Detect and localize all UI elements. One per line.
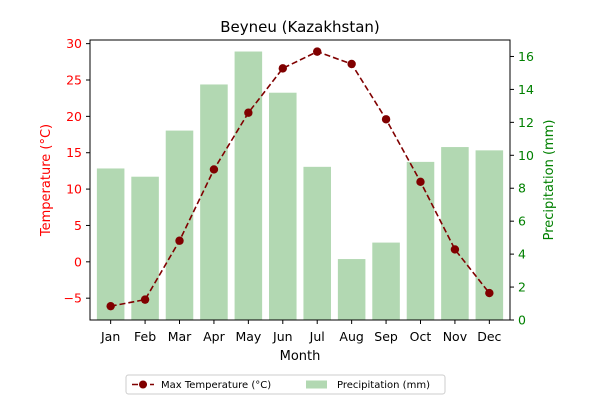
legend-line-marker (139, 380, 147, 389)
plot-frame (89, 39, 511, 321)
precip-bar-mar (165, 130, 194, 320)
y-axis-left-label: Temperature (°C) (39, 124, 54, 237)
temp-point-dec (485, 288, 494, 298)
right-tick-label: 14 (518, 82, 534, 97)
left-tick-label: 15 (66, 145, 82, 160)
left-axis: −5 0 5 10 15 20 25 30 (64, 36, 90, 306)
x-tick-label-feb: Feb (134, 329, 156, 344)
temp-point-sep (381, 115, 391, 124)
legend-box (125, 374, 446, 395)
right-tick-label: 12 (518, 115, 534, 130)
precip-bar-jul (303, 166, 331, 320)
temp-point-aug (347, 59, 356, 69)
x-tick-label-may: May (235, 329, 261, 344)
temp-point-nov (450, 245, 460, 254)
left-tick-label: 20 (66, 109, 82, 124)
temperature-line (106, 47, 494, 311)
x-tick-label-jan: Jan (100, 329, 120, 344)
right-tick-label: 4 (518, 247, 526, 262)
legend-label-temperature: Max Temperature (°C) (161, 380, 271, 391)
right-tick-label: 0 (518, 313, 526, 328)
x-tick-label-nov: Nov (443, 329, 468, 344)
right-tick-label: 2 (518, 280, 526, 295)
right-tick-label: 16 (518, 49, 534, 64)
precip-bar-apr (200, 84, 228, 321)
precip-bar-sep (372, 242, 400, 320)
precip-bar-may (234, 51, 263, 320)
precip-bar-oct (406, 161, 435, 320)
temp-point-feb (140, 295, 150, 304)
right-tick-label: 6 (518, 214, 526, 229)
temp-point-jan (106, 301, 115, 311)
right-tick-label: 8 (518, 181, 526, 196)
left-tick-label: −5 (64, 291, 82, 306)
precip-bar-jun (269, 92, 297, 321)
temp-point-apr (209, 165, 219, 174)
chart-title: Beyneu (Kazakhstan) (220, 18, 380, 36)
y-axis-right-label: Precipitation (mm) (542, 120, 557, 241)
right-tick-label: 10 (518, 148, 534, 163)
x-axis: Jan Feb Mar Apr May Jun Jul Aug Sep Oct Nov Dec (100, 320, 502, 344)
temp-point-oct (416, 177, 425, 187)
temp-point-jun (278, 64, 287, 73)
temperature-series-line (110, 50, 490, 307)
temp-point-jul (313, 47, 322, 56)
x-tick-label-mar: Mar (168, 329, 192, 344)
x-axis-label: Month (280, 349, 321, 364)
x-tick-label-aug: Aug (339, 329, 363, 344)
legend: Max Temperature (°C) Precipitation (mm) (125, 374, 446, 395)
x-tick-label-jul: Jul (309, 329, 325, 344)
precip-bar-nov (441, 147, 469, 320)
left-tick-label: 25 (66, 73, 82, 88)
temp-point-may (244, 108, 253, 117)
x-tick-label-oct: Oct (410, 329, 432, 344)
x-tick-label-jun: Jun (272, 329, 293, 344)
x-tick-label-dec: Dec (477, 329, 501, 344)
temp-point-mar (175, 236, 184, 245)
x-tick-label-apr: Apr (203, 329, 225, 344)
legend-bar-swatch (306, 380, 327, 389)
x-tick-label-sep: Sep (374, 329, 398, 344)
left-tick-label: 0 (74, 254, 82, 269)
left-tick-label: 10 (66, 182, 82, 197)
legend-label-precipitation: Precipitation (mm) (337, 380, 430, 391)
left-tick-label: 30 (66, 36, 82, 51)
precip-bar-jan (96, 168, 125, 320)
precipitation-bars (96, 51, 504, 321)
left-tick-label: 5 (74, 218, 82, 233)
precip-bar-aug (337, 259, 366, 320)
right-axis: 0 2 4 6 8 10 12 14 16 (510, 49, 534, 328)
